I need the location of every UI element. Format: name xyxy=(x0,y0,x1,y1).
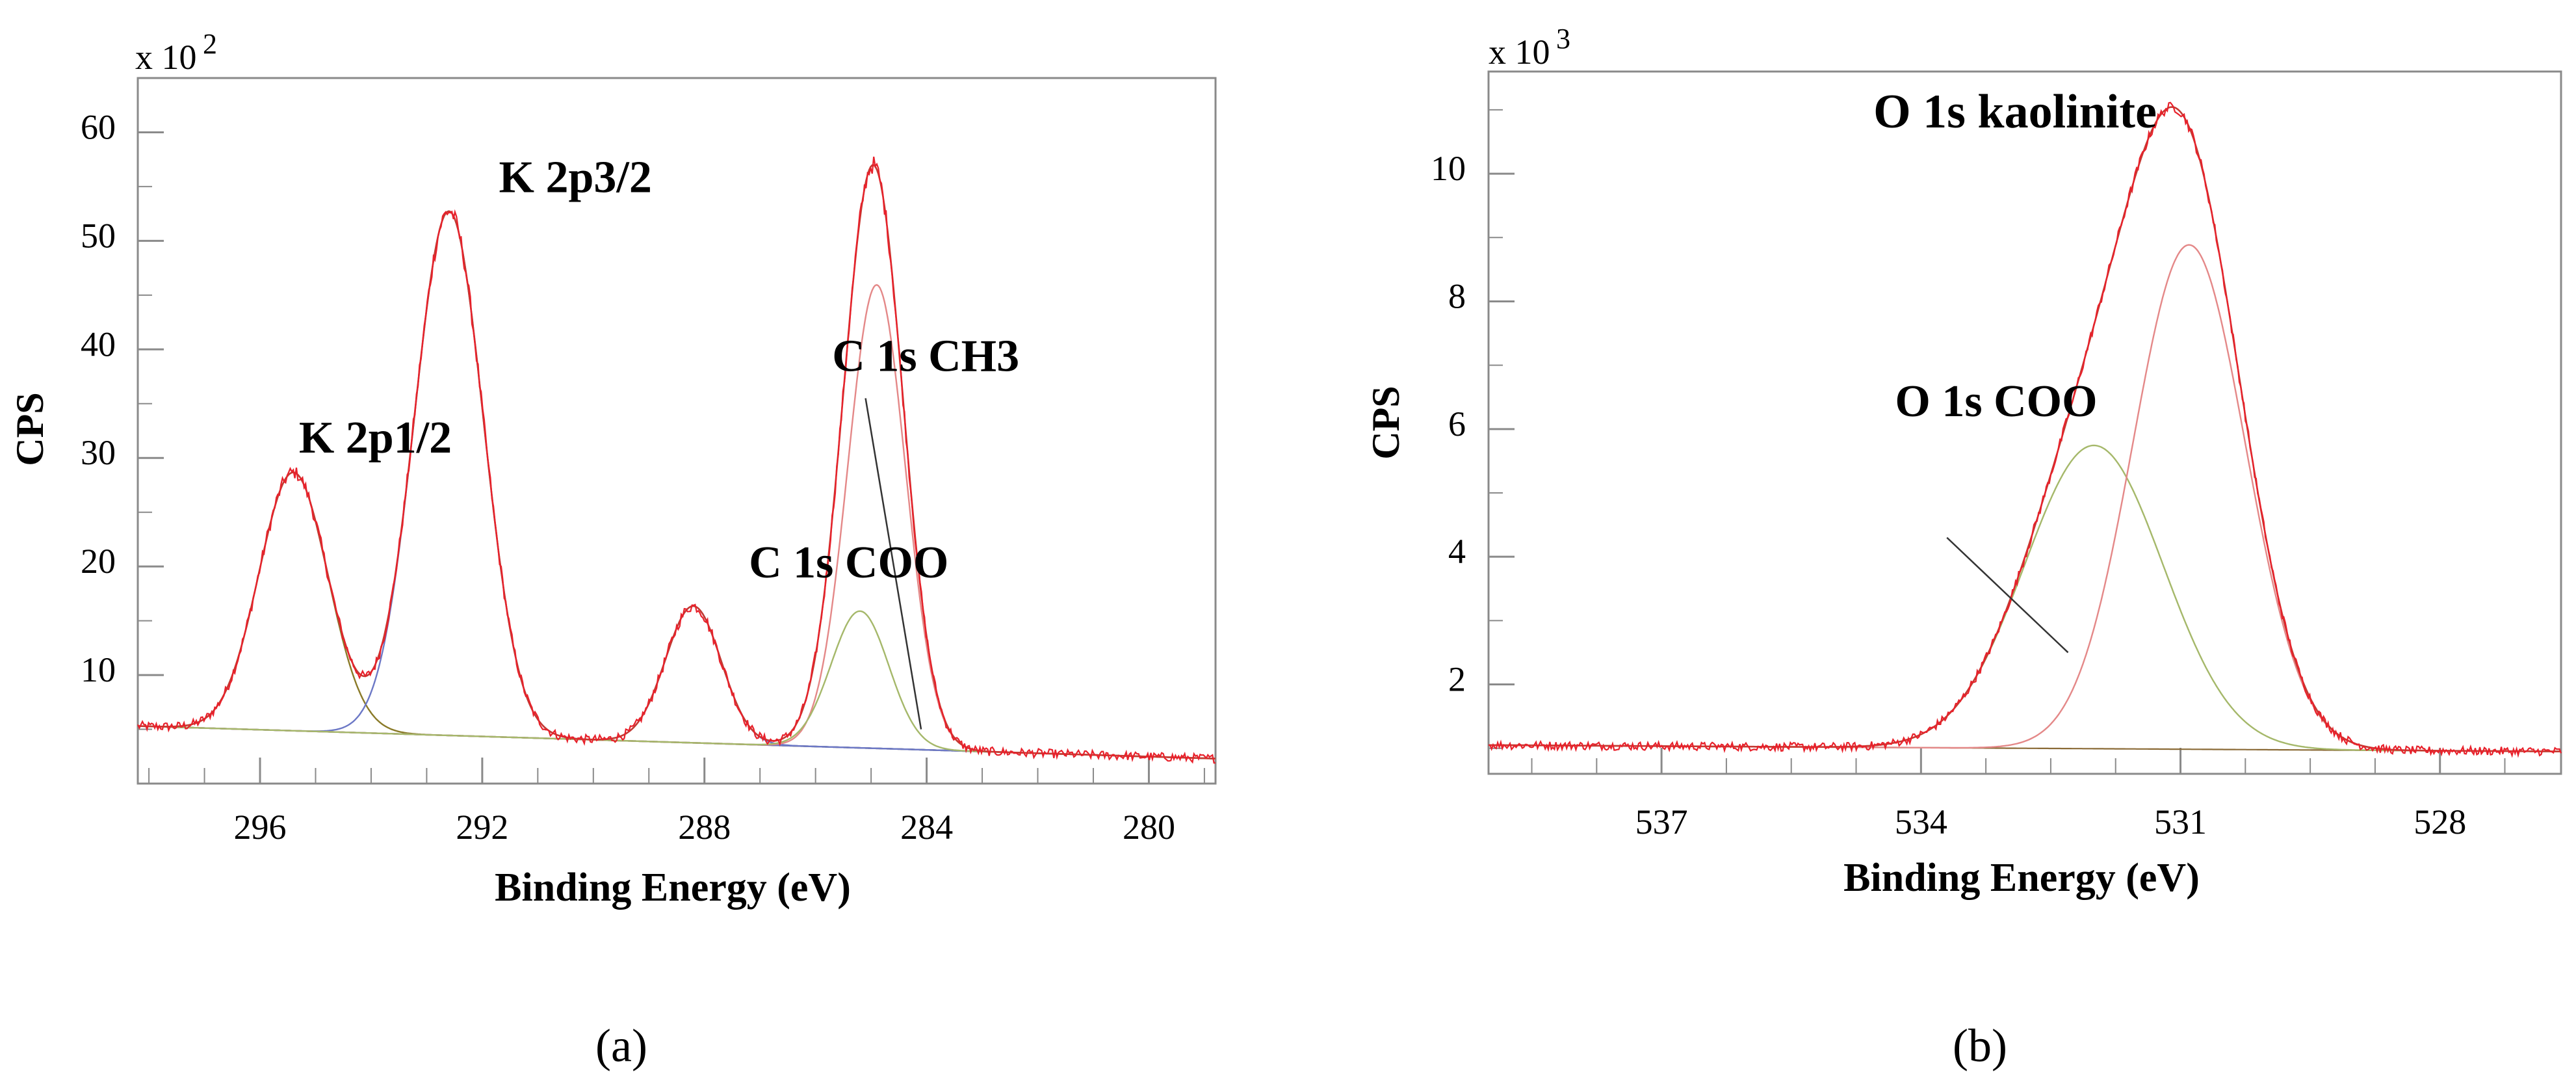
panel-b-subtitle: (b) xyxy=(1953,1020,2007,1072)
panel-b-x-axis-label: Binding Energy (eV) xyxy=(1843,856,2200,900)
panel-b-exponent-power: 3 xyxy=(1556,23,1570,55)
panel-b-annotations: O 1s COO xyxy=(1895,377,2097,427)
panel-a-annotations: K 2p1/2 K 2p3/2 C 1s COO C 1s CH3 xyxy=(299,152,1019,588)
component-peak xyxy=(1489,244,2561,752)
y-tick-label: 40 xyxy=(81,324,116,364)
panel-a-exponent-power: 2 xyxy=(203,28,217,60)
raw-data-line xyxy=(1488,101,2562,758)
panel-a-subtitle: (a) xyxy=(595,1020,647,1072)
x-tick-label: 534 xyxy=(1895,802,1947,841)
y-tick-label: 30 xyxy=(81,433,116,472)
peak-annotation: O 1s COO xyxy=(1895,377,2097,427)
panel-a-x-axis-label: Binding Energy (eV) xyxy=(495,866,851,910)
y-tick-label: 2 xyxy=(1448,660,1466,699)
panel-b-curves xyxy=(1488,101,2562,758)
panel-b-leader-lines xyxy=(1946,536,2069,654)
panel-a-curves xyxy=(137,156,1216,764)
raw-data-line xyxy=(137,156,1216,764)
y-tick-label: 60 xyxy=(81,107,116,146)
panel-b-exponent-base: x 10 xyxy=(1489,33,1550,72)
y-tick-label: 20 xyxy=(81,542,116,581)
panel-a-x-ticks: 296 292 288 284 280 xyxy=(148,758,1205,847)
component-peak xyxy=(137,471,1216,760)
y-tick-label: 50 xyxy=(81,216,116,255)
x-tick-label: 296 xyxy=(234,808,287,847)
annotation-leader-line xyxy=(865,398,922,730)
component-peak xyxy=(137,210,1216,760)
x-tick-label: 531 xyxy=(2154,802,2207,841)
peak-annotation: K 2p1/2 xyxy=(299,413,452,463)
panel-b-plot-frame xyxy=(1487,70,2562,775)
y-tick-label: 6 xyxy=(1448,404,1466,443)
panel-a-y-ticks: 10 20 30 40 50 60 xyxy=(81,107,164,730)
peak-annotation: C 1s CH3 xyxy=(832,332,1019,382)
panel-b-x-ticks: 537 534 531 528 xyxy=(1531,748,2506,841)
panel-b-y-axis-label: CPS xyxy=(1364,386,1407,459)
panel-b: 2 4 6 8 10 537 534 531 528 O 1s COO O 1s kaolin… xyxy=(1364,23,2562,1072)
y-tick-label: 10 xyxy=(1431,149,1466,188)
panel-a-y-axis-label: CPS xyxy=(8,392,51,466)
peak-annotation: K 2p3/2 xyxy=(499,152,652,202)
x-tick-label: 284 xyxy=(900,808,953,847)
annotation-leader-line xyxy=(1946,536,2069,654)
x-tick-label: 292 xyxy=(456,808,508,847)
panel-a-exponent-base: x 10 xyxy=(135,38,197,77)
panel-a-plot-frame xyxy=(137,77,1217,785)
x-tick-label: 528 xyxy=(2413,802,2466,841)
x-tick-label: 537 xyxy=(1635,802,1688,841)
y-tick-label: 8 xyxy=(1448,276,1466,315)
panel-a-leader-lines xyxy=(865,398,922,730)
component-peak xyxy=(137,610,1216,760)
x-tick-label: 288 xyxy=(678,808,731,847)
component-peak xyxy=(137,284,1216,760)
panel-b-title: O 1s kaolinite xyxy=(1873,85,2157,139)
peak-annotation: C 1s COO xyxy=(749,538,948,588)
y-tick-label: 10 xyxy=(81,650,116,689)
x-tick-label: 280 xyxy=(1123,808,1175,847)
panel-b-y-ticks: 2 4 6 8 10 xyxy=(1431,109,1515,749)
y-tick-label: 4 xyxy=(1448,532,1466,571)
envelope-line xyxy=(1489,106,2561,752)
component-peak xyxy=(1489,444,2561,752)
